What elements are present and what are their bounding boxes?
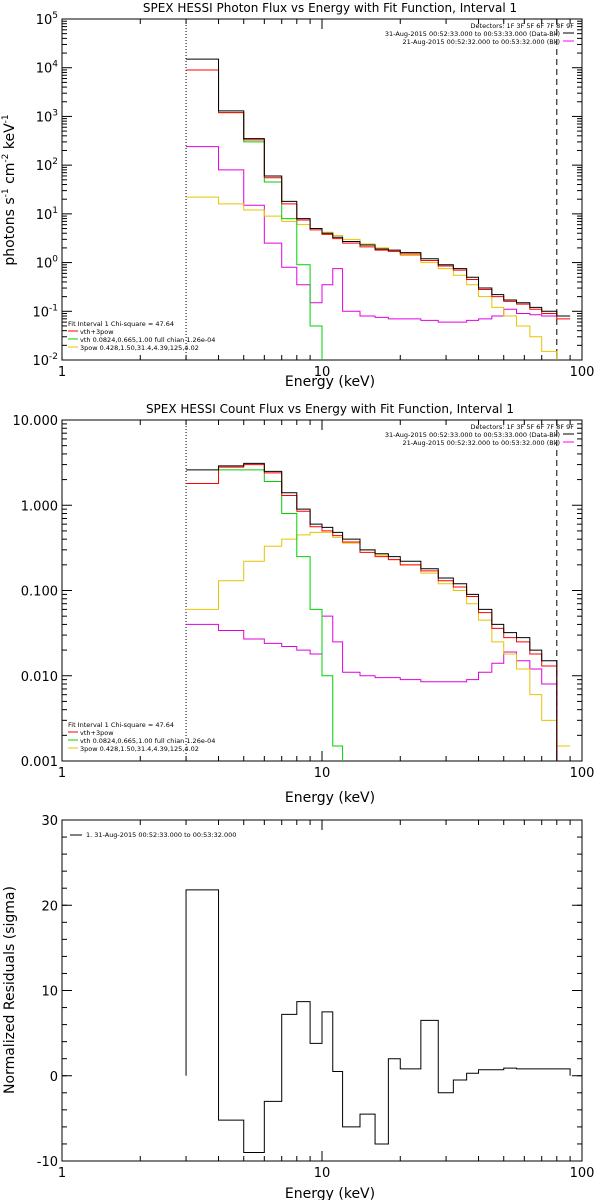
y-tick-label: 102 <box>36 157 58 174</box>
series-total <box>186 58 571 317</box>
residuals-legend: 1. 31-Aug-2015 00:52:33.000 to 00:53:32.… <box>70 831 236 839</box>
series-data <box>186 464 558 761</box>
count-flux-legend-bottom: Fit Interval 1 Chi-square = 47.64vth+3po… <box>68 721 215 753</box>
y-tick-label: 1.000 <box>21 499 58 514</box>
legend-bottom-line: vth+3pow <box>80 328 114 336</box>
residuals-panel: 1 10 100 -10 0 10 20 30 Energy (keV) Normalized… <box>2 814 594 1200</box>
photon-flux-legend-bottom: Fit Interval 1 Chi-square = 47.64vth+3po… <box>68 320 215 352</box>
legend-bottom-line: vth 0.0824,0.665,1.00 full chian 1.26e-0… <box>80 737 215 745</box>
x-tick-label: 100 <box>570 766 595 781</box>
y-tick-label: -10 <box>37 1155 58 1170</box>
residuals-xlabel: Energy (keV) <box>285 1186 375 1200</box>
legend-bottom-line: Fit Interval 1 Chi-square = 47.64 <box>68 320 174 328</box>
photon-flux-panel: SPEX HESSI Photon Flux vs Energy with Fi… <box>1 1 594 390</box>
legend-top-line: Detectors: 1F 3F 5F 6F 7F 8F 9F <box>471 22 575 30</box>
count-flux-xlabel: Energy (keV) <box>285 790 375 806</box>
legend-bottom-line: vth+3pow <box>80 729 114 737</box>
y-tick-label: 100 <box>36 255 59 272</box>
y-tick-label: 105 <box>36 11 58 28</box>
x-tick-label: 10 <box>314 365 331 380</box>
residuals-ylabel: Normalized Residuals (sigma) <box>2 886 18 1094</box>
y-tick-label: 10-1 <box>32 303 58 320</box>
residuals-ticks: 1 10 100 -10 0 10 20 30 <box>37 814 595 1181</box>
series-bk <box>186 146 571 323</box>
count-flux-plot-area <box>61 419 583 762</box>
y-tick-label: 30 <box>41 814 58 829</box>
series-total <box>185 889 571 1153</box>
y-tick-label: 103 <box>36 108 58 125</box>
series-data <box>186 69 571 320</box>
x-tick-label: 1 <box>58 365 66 380</box>
legend-top-line: Detectors: 1F 3F 5F 6F 7F 8F 9F <box>471 423 575 431</box>
count-flux-title: SPEX HESSI Count Flux vs Energy with Fit… <box>146 402 514 416</box>
photon-flux-title: SPEX HESSI Photon Flux vs Energy with Fi… <box>143 1 517 15</box>
series-bk <box>186 615 558 761</box>
x-tick-label: 10 <box>314 1166 331 1181</box>
residuals-series <box>185 889 571 1153</box>
count-flux-legend-top: Detectors: 1F 3F 5F 6F 7F 8F 9F31-Aug-20… <box>385 423 574 447</box>
series-total <box>186 462 558 761</box>
photon-flux-ylabel: photons s-1 cm-2 keV-1 <box>1 114 18 265</box>
photon-flux-series <box>185 19 571 360</box>
legend-bottom-line: Fit Interval 1 Chi-square = 47.64 <box>68 721 174 729</box>
legend-top-line: 31-Aug-2015 00:52:33.000 to 00:53:33.000… <box>385 431 560 439</box>
legend-bottom-line: 3pow 0.428,1.50,31.4,4.39,125,4.02 <box>80 344 199 352</box>
legend-bottom-line: 3pow 0.428,1.50,31.4,4.39,125,4.02 <box>80 745 199 753</box>
count-flux-series <box>185 420 571 761</box>
x-tick-label: 10 <box>314 766 331 781</box>
legend-top-line: 21-Aug-2015 00:52:32.000 to 00:53:32.000… <box>403 38 560 46</box>
photon-flux-xlabel: Energy (keV) <box>285 374 375 390</box>
photon-flux-legend-top: Detectors: 1F 3F 5F 6F 7F 8F 9F31-Aug-20… <box>385 22 574 46</box>
x-tick-label: 1 <box>58 1166 66 1181</box>
y-tick-label: 0.100 <box>21 585 58 600</box>
x-tick-label: 100 <box>570 365 595 380</box>
series-bpow <box>186 196 558 360</box>
legend-top-line: 31-Aug-2015 00:52:33.000 to 00:53:33.000… <box>385 30 560 38</box>
legend-line: 1. 31-Aug-2015 00:52:33.000 to 00:53:32.… <box>86 831 236 839</box>
series-vth <box>186 469 344 761</box>
count-flux-panel: SPEX HESSI Count Flux vs Energy with Fit… <box>13 402 595 806</box>
x-tick-label: 1 <box>58 766 66 781</box>
y-tick-label: 10.000 <box>13 414 59 429</box>
y-tick-label: 101 <box>36 206 58 223</box>
y-tick-label: 0.001 <box>21 755 58 770</box>
legend-top-line: 21-Aug-2015 00:52:32.000 to 00:53:32.000… <box>403 439 560 447</box>
y-tick-label: 0.010 <box>21 670 58 685</box>
count-flux-ticks: 1 10 100 0.001 0.010 0.100 1.000 10.000 <box>13 414 595 781</box>
residuals-plot-area <box>61 819 583 1162</box>
y-tick-label: 104 <box>36 60 59 77</box>
y-tick-label: 0 <box>50 1070 58 1085</box>
y-tick-label: 10-2 <box>32 352 58 369</box>
legend-bottom-line: vth 0.0824,0.665,1.00 full chian 1.26e-0… <box>80 336 215 344</box>
x-tick-label: 100 <box>570 1166 595 1181</box>
photon-flux-ticks: 1 10 100 10-2 10-1 100 101 102 103 104 105 <box>32 11 594 380</box>
y-tick-label: 10 <box>41 985 58 1000</box>
y-tick-label: 20 <box>41 899 58 914</box>
